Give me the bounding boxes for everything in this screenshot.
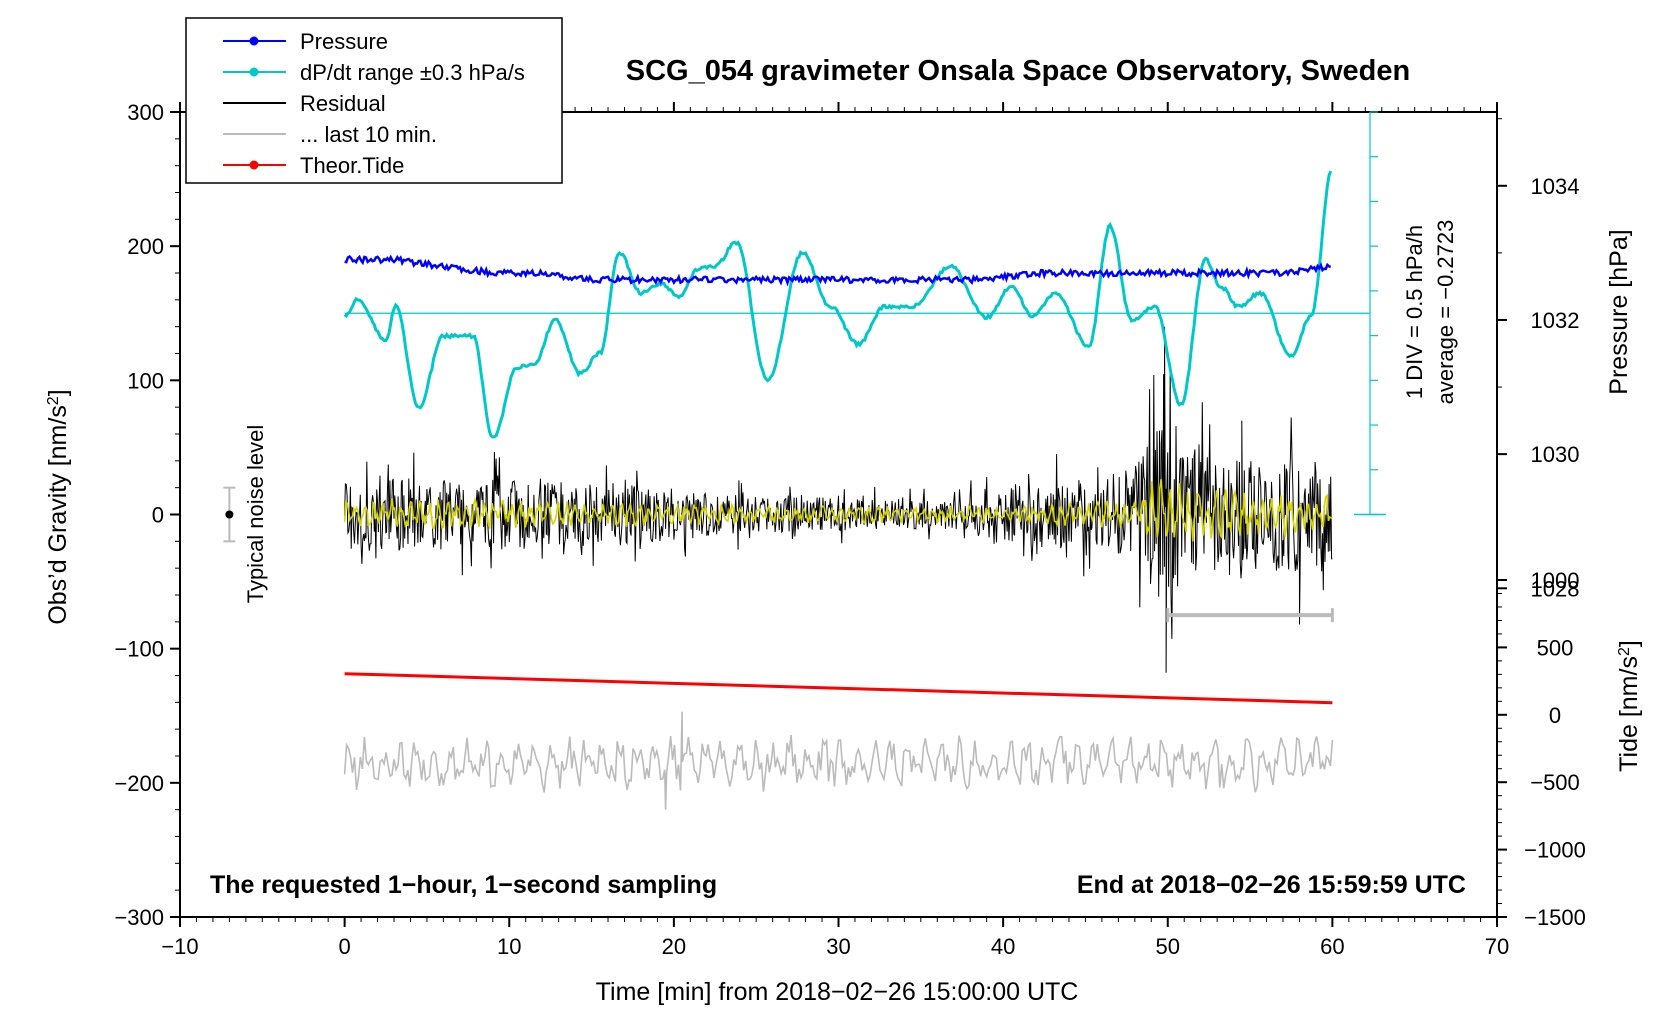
tide-tick-label: −1000 xyxy=(1524,838,1586,863)
bottom-left-note: The requested 1−hour, 1−second sampling xyxy=(210,871,717,899)
y-axis-label-tide-sup: 2 xyxy=(1616,647,1633,656)
bottom-right-note: End at 2018−02−26 15:59:59 UTC xyxy=(1077,871,1466,899)
pressure-tick-label: 1028 xyxy=(1531,576,1580,601)
x-tick-label: −10 xyxy=(161,934,198,959)
tide-tick-label: 500 xyxy=(1537,635,1574,660)
y-axis-label-tide-main: Tide [nm/s xyxy=(1615,656,1643,772)
pressure-tick-label: 1030 xyxy=(1531,442,1580,467)
x-tick-label: 20 xyxy=(662,934,686,959)
legend-box xyxy=(185,17,563,184)
last-10-min-series-line xyxy=(343,711,1334,810)
legend-label: Pressure xyxy=(300,29,388,54)
y-axis-label-left-sup: 2 xyxy=(45,396,62,405)
chart-title: SCG_054 gravimeter Onsala Space Observat… xyxy=(626,55,1410,87)
y-tick-label: 200 xyxy=(127,234,164,259)
tide-tick-label: −500 xyxy=(1530,770,1580,795)
tide-tick-label: 0 xyxy=(1549,703,1561,728)
pressure-series-line xyxy=(344,254,1332,287)
x-tick-label: 30 xyxy=(826,934,850,959)
y-tick-label: −300 xyxy=(114,905,164,930)
legend: Pressure dP/dt range ±0.3 hPa/s Residual..… xyxy=(185,17,563,184)
tide-tick-label: −1500 xyxy=(1524,905,1586,930)
axis-ticks-layer: −10 0 10 20 30 40 50 60 70−300−200−1000100200300… xyxy=(114,100,1585,959)
x-tick-label: 10 xyxy=(497,934,521,959)
dpdt-div-label: 1 DIV = 0.5 hPa/h xyxy=(1402,225,1427,399)
y-axis-label-left-main: Obs’d Gravity [nm/s xyxy=(44,405,72,625)
y-tick-label: 300 xyxy=(127,100,164,125)
pressure-tick-label: 1034 xyxy=(1531,174,1580,199)
legend-label: ... last 10 min. xyxy=(300,122,437,147)
legend-swatch-marker xyxy=(249,160,259,170)
x-tick-label: 70 xyxy=(1485,934,1509,959)
legend-swatch-marker xyxy=(249,67,259,77)
dpdt-scale-axis xyxy=(344,111,1386,516)
y-tick-label: 100 xyxy=(127,368,164,393)
tide-tick-label: 1000 xyxy=(1531,568,1580,593)
dpdt-average-label: average = −0.2723 xyxy=(1433,220,1458,405)
x-tick-label: 50 xyxy=(1156,934,1180,959)
pressure-tick-label: 1032 xyxy=(1531,308,1580,333)
dpdt-series-line xyxy=(343,170,1333,439)
y-axis-label-tide: Tide [nm/s2] xyxy=(1615,640,1643,772)
y-tick-label: −200 xyxy=(114,771,164,796)
theor-tide-series-line xyxy=(344,672,1333,705)
x-tick-label: 60 xyxy=(1320,934,1344,959)
y-axis-label-pressure: Pressure [hPa] xyxy=(1605,229,1633,394)
y-axis-label-left-close: ] xyxy=(44,389,72,396)
plot-data-layer xyxy=(223,170,1334,810)
x-axis-label: Time [min] from 2018−02−26 15:00:00 UTC xyxy=(596,978,1079,1006)
noise-level-point xyxy=(225,510,234,519)
noise-level-label: Typical noise level xyxy=(243,425,268,604)
x-tick-label: 0 xyxy=(339,934,351,959)
residual-series-line xyxy=(344,326,1333,673)
legend-label: Theor.Tide xyxy=(300,153,404,178)
residual-filtered-series-line xyxy=(343,479,1333,542)
legend-label: Residual xyxy=(300,91,386,116)
y-tick-label: 0 xyxy=(152,503,164,528)
legend-swatch-marker xyxy=(249,36,259,46)
legend-label: dP/dt range ±0.3 hPa/s xyxy=(300,60,525,85)
y-axis-label-left: Obs’d Gravity [nm/s2] xyxy=(44,389,72,624)
y-tick-label: −100 xyxy=(114,637,164,662)
x-tick-label: 40 xyxy=(991,934,1015,959)
y-axis-label-tide-close: ] xyxy=(1615,640,1643,647)
